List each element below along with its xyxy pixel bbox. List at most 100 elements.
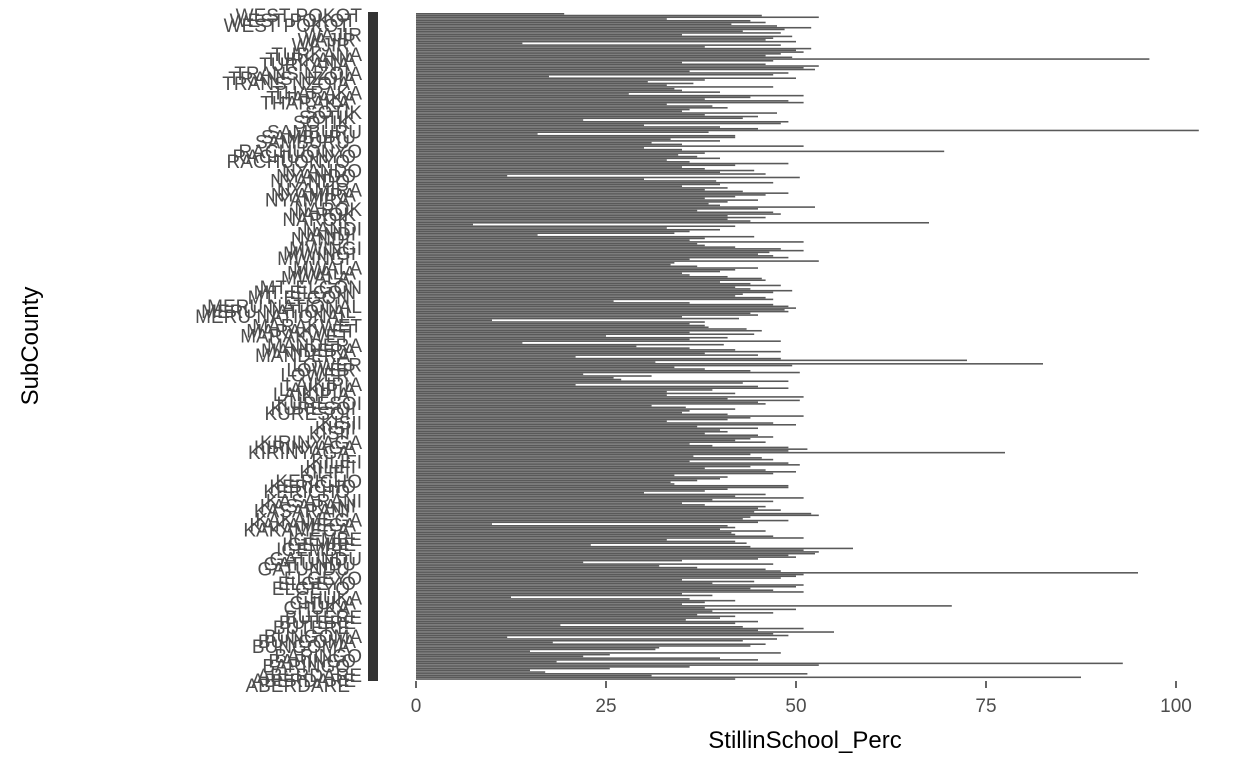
bar — [416, 105, 713, 107]
bar — [416, 174, 508, 177]
bar — [416, 552, 815, 555]
bar — [416, 86, 774, 88]
bar — [416, 54, 766, 57]
y-tick-label: NAROK — [288, 205, 356, 226]
bar — [416, 476, 728, 478]
bar — [416, 439, 736, 442]
y-tick-label: NAROK — [294, 200, 362, 221]
bar — [416, 542, 747, 544]
bar — [416, 565, 660, 567]
bar — [416, 152, 705, 154]
bar — [416, 673, 808, 675]
y-tick-label: NYANDO — [276, 166, 356, 187]
bar — [416, 136, 736, 139]
bar — [416, 333, 755, 336]
bar — [416, 448, 808, 450]
bar — [416, 183, 720, 186]
bar — [416, 274, 690, 276]
bar — [416, 167, 705, 170]
bar — [416, 657, 720, 659]
bar — [416, 603, 682, 605]
bar — [416, 413, 728, 416]
bar — [416, 354, 758, 356]
y-tick-label: KERICHO — [269, 477, 356, 498]
bar — [416, 606, 705, 609]
y-tick-label: RACHUONYO — [238, 142, 362, 163]
y-tick-label: WAJIR — [298, 30, 356, 51]
bar — [416, 248, 781, 250]
bar — [416, 28, 785, 31]
y-tick-label: MWINGI — [289, 239, 362, 260]
y-tick-label: BUNGOMA — [258, 632, 357, 653]
bar — [416, 422, 774, 424]
bar — [416, 364, 793, 367]
bar — [416, 246, 736, 248]
bar — [416, 554, 789, 557]
y-tick-label: KISII — [315, 419, 356, 440]
bar — [416, 77, 796, 80]
bar — [416, 188, 705, 191]
y-tick-label: LOWER — [286, 360, 356, 381]
bar — [416, 467, 705, 470]
bar — [416, 389, 713, 391]
bar — [416, 450, 789, 452]
y-tick-label: WEST POKOT — [224, 16, 351, 37]
bar — [416, 154, 679, 156]
bar — [416, 307, 796, 309]
bar — [416, 100, 789, 102]
bar — [416, 262, 675, 264]
bar — [416, 587, 751, 590]
bar — [416, 305, 789, 308]
bar — [416, 56, 793, 59]
bar — [416, 575, 796, 578]
bar — [416, 462, 789, 464]
y-tick-label: RACHUONYO — [232, 147, 356, 168]
y-tick-label: NANDI — [303, 220, 362, 241]
bar — [416, 72, 789, 74]
bar — [416, 19, 751, 22]
bar — [416, 13, 565, 15]
y-tick-label: MWALA — [287, 263, 356, 284]
bar — [416, 345, 637, 348]
bar — [416, 568, 766, 571]
bar — [416, 164, 736, 167]
bar — [416, 220, 751, 222]
bar — [416, 53, 781, 55]
y-tick-label: THARAKA — [272, 84, 362, 105]
bar — [416, 141, 652, 144]
y-tick-label: SAMBURU — [267, 123, 362, 144]
y-tick-label: BUNGOMA — [252, 637, 351, 658]
bar — [416, 204, 720, 207]
bar — [416, 666, 690, 668]
bar — [416, 477, 720, 480]
bar — [416, 87, 675, 90]
y-tick-label: BARINGO — [274, 647, 362, 668]
bar — [416, 211, 774, 214]
bar — [416, 460, 690, 463]
bar — [416, 370, 751, 372]
bar — [416, 232, 675, 234]
bar — [416, 336, 728, 339]
bar — [416, 126, 720, 128]
bar — [416, 598, 690, 600]
y-tick-label: BUTERE — [279, 613, 356, 634]
bar — [416, 321, 705, 323]
bar — [416, 420, 667, 423]
bar — [416, 537, 804, 539]
bar — [416, 483, 675, 485]
bar — [416, 418, 728, 421]
y-tick-label: IGEMBE — [288, 530, 362, 551]
bar — [416, 368, 705, 370]
y-tick-label: TRANS NZOIA — [234, 64, 362, 85]
bar — [416, 277, 762, 280]
bar — [416, 608, 796, 611]
y-axis-tick-band — [368, 12, 378, 681]
bar — [416, 171, 720, 174]
bar — [416, 664, 819, 666]
y-tick-label: NYANDO — [282, 161, 362, 182]
bar — [416, 655, 584, 658]
bar — [416, 356, 576, 358]
bar — [416, 350, 781, 353]
y-tick-label: KURESOI — [276, 394, 362, 415]
